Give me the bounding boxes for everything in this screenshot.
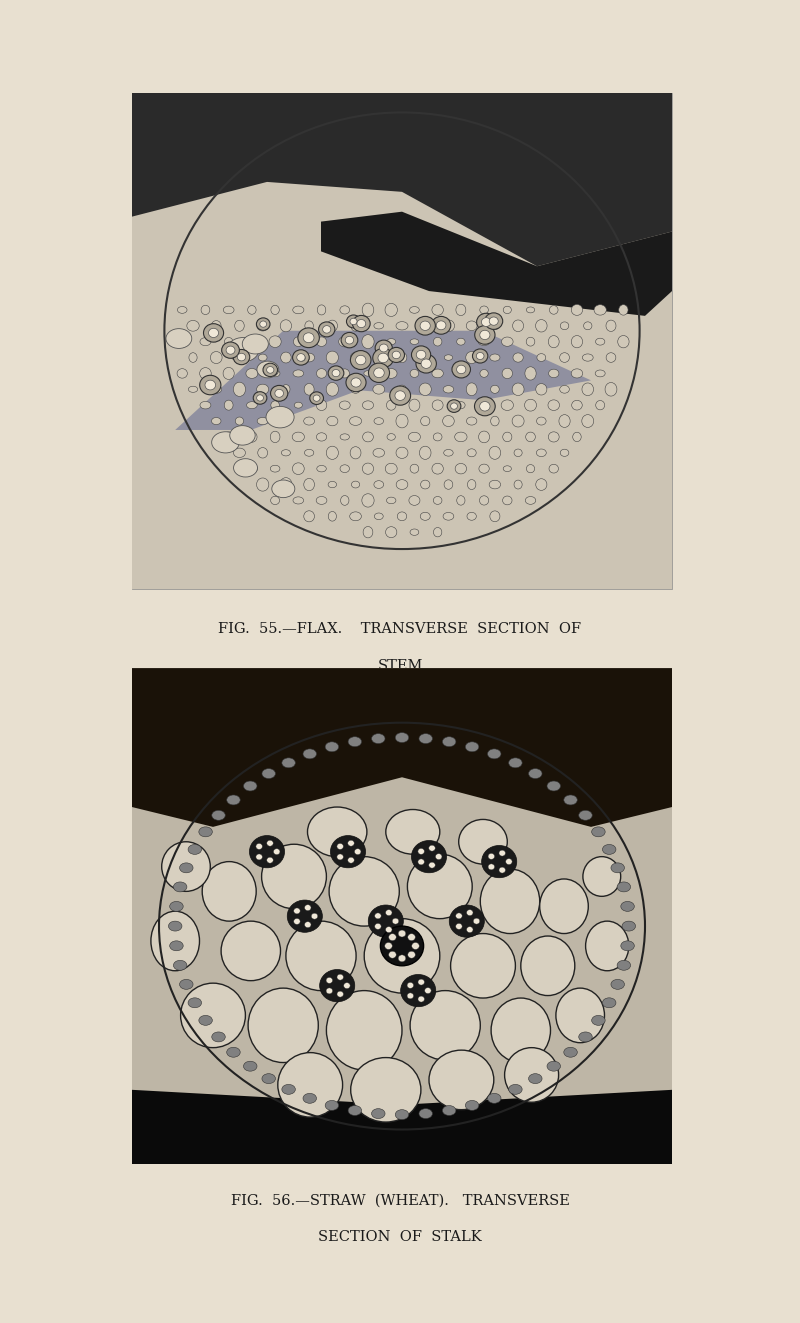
Text: STEM: STEM <box>378 659 422 673</box>
Text: SECTION  OF  STALK: SECTION OF STALK <box>318 1230 482 1245</box>
Text: FIG.  55.—FLAX.    TRANSVERSE  SECTION  OF: FIG. 55.—FLAX. TRANSVERSE SECTION OF <box>218 622 582 636</box>
FancyBboxPatch shape <box>132 93 672 589</box>
Text: FIG.  56.—STRAW  (WHEAT).   TRANSVERSE: FIG. 56.—STRAW (WHEAT). TRANSVERSE <box>230 1193 570 1208</box>
